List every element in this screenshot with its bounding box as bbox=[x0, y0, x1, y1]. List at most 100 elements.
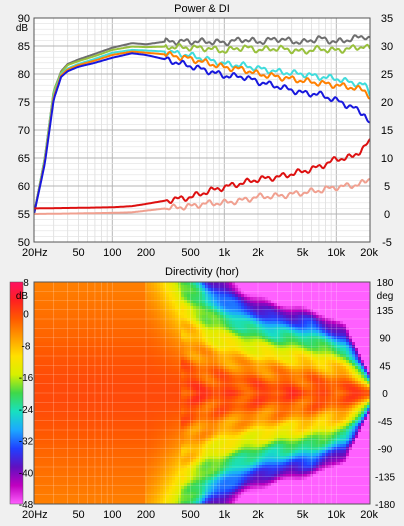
heatmap-cell bbox=[106, 327, 110, 331]
heatmap-cell bbox=[88, 330, 92, 334]
heatmap-cell bbox=[58, 333, 62, 337]
heatmap-cell bbox=[178, 315, 182, 319]
heatmap-cell bbox=[34, 447, 38, 451]
heatmap-cell bbox=[37, 354, 41, 358]
heatmap-cell bbox=[166, 450, 170, 454]
heatmap-cell bbox=[124, 330, 128, 334]
heatmap-cell bbox=[64, 390, 68, 394]
heatmap-cell bbox=[229, 288, 233, 292]
heatmap-cell bbox=[142, 423, 146, 427]
heatmap-cell bbox=[67, 450, 71, 454]
heatmap-cell bbox=[52, 426, 56, 430]
heatmap-cell bbox=[52, 315, 56, 319]
heatmap-cell bbox=[34, 324, 38, 328]
heatmap-cell bbox=[166, 480, 170, 484]
heatmap-cell bbox=[124, 420, 128, 424]
heatmap-cell bbox=[199, 435, 203, 439]
heatmap-cell bbox=[109, 321, 113, 325]
heatmap-cell bbox=[97, 432, 101, 436]
heatmap-cell bbox=[109, 435, 113, 439]
heatmap-cell bbox=[55, 420, 59, 424]
heatmap-cell bbox=[94, 384, 98, 388]
heatmap-cell bbox=[142, 411, 146, 415]
heatmap-cell bbox=[79, 444, 83, 448]
heatmap-cell bbox=[55, 402, 59, 406]
heatmap-cell bbox=[118, 465, 122, 469]
heatmap-cell bbox=[76, 447, 80, 451]
heatmap-cell bbox=[82, 495, 86, 499]
heatmap-cell bbox=[217, 291, 221, 295]
heatmap-cell bbox=[118, 333, 122, 337]
heatmap-cell bbox=[187, 366, 191, 370]
heatmap-cell bbox=[109, 360, 113, 364]
heatmap-cell bbox=[223, 387, 227, 391]
heatmap-cell bbox=[64, 333, 68, 337]
heatmap-cell bbox=[163, 303, 167, 307]
heatmap-cell bbox=[226, 351, 230, 355]
heatmap-cell bbox=[79, 441, 83, 445]
heatmap-cell bbox=[85, 294, 89, 298]
heatmap-cell bbox=[118, 345, 122, 349]
heatmap-cell bbox=[85, 381, 89, 385]
heatmap-cell bbox=[91, 474, 95, 478]
heatmap-cell bbox=[58, 477, 62, 481]
heatmap-cell bbox=[79, 408, 83, 412]
heatmap-cell bbox=[148, 501, 152, 504]
heatmap-cell bbox=[64, 456, 68, 460]
heatmap-cell bbox=[166, 369, 170, 373]
heatmap-cell bbox=[124, 477, 128, 481]
heatmap-cell bbox=[202, 303, 206, 307]
heatmap-cell bbox=[94, 462, 98, 466]
heatmap-cell bbox=[136, 333, 140, 337]
heatmap-cell bbox=[169, 327, 173, 331]
heatmap-cell bbox=[37, 309, 41, 313]
heatmap-cell bbox=[145, 420, 149, 424]
heatmap-cell bbox=[199, 408, 203, 412]
heatmap-cell bbox=[121, 318, 125, 322]
heatmap-cell bbox=[49, 474, 53, 478]
heatmap-cell bbox=[37, 411, 41, 415]
heatmap-cell bbox=[223, 429, 227, 433]
heatmap-cell bbox=[88, 396, 92, 400]
heatmap-cell bbox=[115, 303, 119, 307]
heatmap-cell bbox=[49, 501, 53, 504]
heatmap-cell bbox=[52, 282, 56, 286]
heatmap-cell bbox=[97, 417, 101, 421]
heatmap-cell bbox=[55, 375, 59, 379]
heatmap-cell bbox=[124, 390, 128, 394]
heatmap-cell bbox=[175, 414, 179, 418]
heatmap-cell bbox=[121, 447, 125, 451]
heatmap-cell bbox=[199, 306, 203, 310]
heatmap-cell bbox=[181, 492, 185, 496]
heatmap-cell bbox=[223, 480, 227, 484]
heatmap-cell bbox=[61, 303, 65, 307]
heatmap-cell bbox=[34, 300, 38, 304]
heatmap-cell bbox=[142, 381, 146, 385]
heatmap-cell bbox=[94, 393, 98, 397]
heatmap-cell bbox=[58, 441, 62, 445]
heatmap-cell bbox=[208, 348, 212, 352]
heatmap-cell bbox=[211, 420, 215, 424]
heatmap-cell bbox=[79, 282, 83, 286]
heatmap-cell bbox=[145, 405, 149, 409]
heatmap-cell bbox=[73, 300, 77, 304]
heatmap-cell bbox=[100, 435, 104, 439]
heatmap-cell bbox=[184, 414, 188, 418]
heatmap-cell bbox=[124, 501, 128, 504]
heatmap-cell bbox=[190, 432, 194, 436]
heatmap-cell bbox=[217, 387, 221, 391]
heatmap-cell bbox=[229, 465, 233, 469]
heatmap-cell bbox=[130, 303, 134, 307]
heatmap-cell bbox=[85, 486, 89, 490]
heatmap-cell bbox=[157, 426, 161, 430]
heatmap-cell bbox=[199, 450, 203, 454]
heatmap-cell bbox=[64, 417, 68, 421]
heatmap-cell bbox=[187, 465, 191, 469]
heatmap-cell bbox=[73, 426, 77, 430]
heatmap-cell bbox=[49, 285, 53, 289]
heatmap-cell bbox=[79, 456, 83, 460]
heatmap-cell bbox=[103, 414, 107, 418]
heatmap-cell bbox=[127, 453, 131, 457]
heatmap-cell bbox=[55, 444, 59, 448]
heatmap-cell bbox=[193, 330, 197, 334]
